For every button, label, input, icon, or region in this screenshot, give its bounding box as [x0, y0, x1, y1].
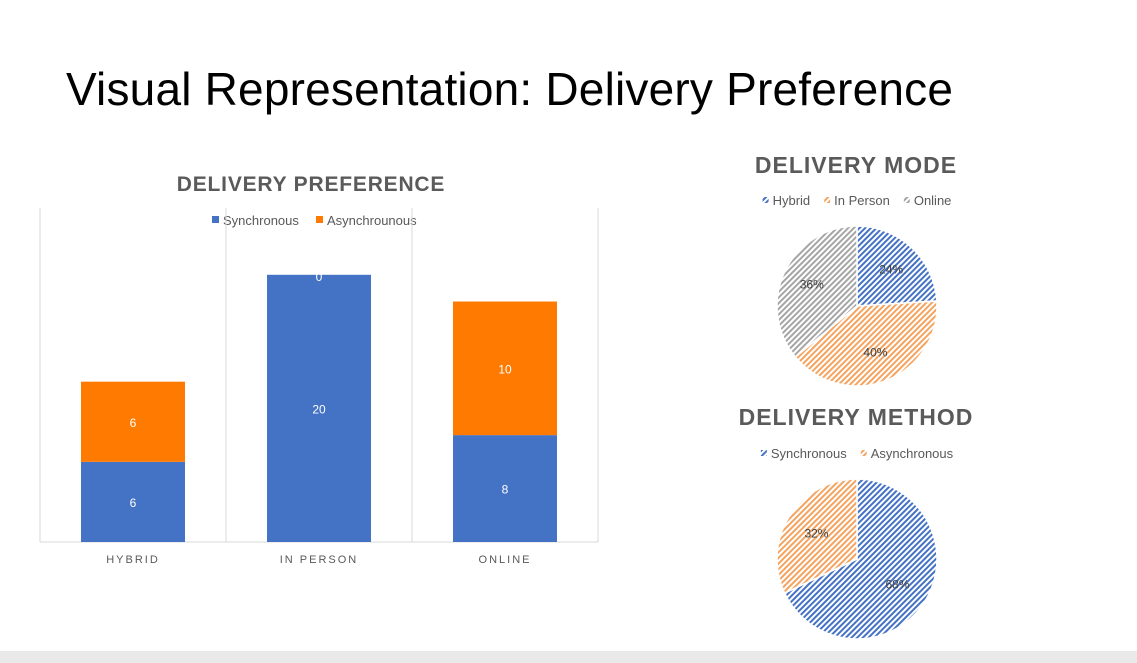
pie-label-online: 36%: [800, 278, 824, 292]
bar-synchronous-in-person: [267, 274, 371, 542]
pie-method-slices: 68% 32%: [776, 478, 938, 640]
x-tick-online: ONLINE: [479, 554, 532, 566]
bar-synchronous-hybrid: [81, 461, 185, 542]
legend-label-asynchronous: Asynchrounous: [327, 213, 417, 228]
bar-label-asynchronous-in-person: 0: [316, 270, 323, 284]
pie-slice-synchronous: [783, 478, 938, 640]
x-tick-in-person: IN PERSON: [280, 554, 359, 566]
pie-label-asynchronous: 32%: [804, 526, 828, 540]
pie-label-hybrid: 24%: [879, 263, 903, 277]
legend-swatch-synchronous: [760, 450, 767, 456]
bar-label-synchronous-in-person: 20: [312, 402, 326, 416]
x-tick-labels: HYBRID IN PERSON ONLINE: [106, 554, 532, 566]
bar-label-synchronous-online: 8: [502, 483, 509, 497]
pie-method-legend: Synchronous Asynchronous: [760, 446, 954, 461]
bar-synchronous-online: [453, 435, 557, 542]
bar-chart-legend: Synchronous Asynchrounous: [212, 213, 417, 228]
legend-swatch-in-person: [824, 197, 831, 203]
bars-layer: 6 6 20 0 8 10: [81, 270, 557, 542]
bar-asynchronous-hybrid: [81, 381, 185, 462]
legend-label-synchronous: Synchronous: [223, 213, 299, 228]
legend-swatch-online: [903, 197, 910, 203]
pie-label-synchronous: 68%: [886, 578, 910, 592]
legend-label-synchronous: Synchronous: [771, 446, 847, 461]
bar-label-asynchronous-hybrid: 6: [130, 416, 137, 430]
pie-mode-slices: 24% 40% 36%: [776, 225, 938, 387]
pie-slice-in-person: [794, 300, 938, 387]
pie-slice-online: [776, 225, 858, 359]
pie-slice-asynchronous: [776, 478, 858, 595]
pie-label-in-person: 40%: [863, 345, 887, 359]
legend-label-online: Online: [914, 193, 952, 208]
pie-chart-delivery-method: DELIVERY METHOD Synchronous Asynchronous …: [739, 404, 974, 640]
pie-mode-title: DELIVERY MODE: [755, 152, 957, 178]
bar-chart-delivery-preference: DELIVERY PREFERENCE Synchronous Asynchro…: [39, 173, 599, 566]
legend-label-in-person: In Person: [834, 193, 890, 208]
bar-label-asynchronous-online: 10: [498, 362, 512, 376]
pie-method-title: DELIVERY METHOD: [739, 404, 974, 430]
legend-label-hybrid: Hybrid: [773, 193, 811, 208]
pie-slice-hybrid: [856, 225, 938, 307]
legend-label-asynchronous: Asynchronous: [871, 446, 954, 461]
bar-chart-title: DELIVERY PREFERENCE: [177, 173, 445, 196]
bottom-bar: [0, 651, 1137, 663]
bar-asynchronous-online: [453, 301, 557, 436]
slide-title: Visual Representation: Delivery Preferen…: [66, 63, 954, 115]
x-tick-hybrid: HYBRID: [106, 554, 160, 566]
legend-swatch-asynchronous: [316, 216, 323, 223]
pie-chart-delivery-mode: DELIVERY MODE Hybrid In Person Online 24% 4…: [755, 152, 957, 387]
legend-swatch-hybrid: [762, 197, 769, 203]
bar-label-synchronous-hybrid: 6: [130, 496, 137, 510]
legend-swatch-synchronous: [212, 216, 219, 223]
pie-mode-legend: Hybrid In Person Online: [762, 193, 952, 208]
legend-swatch-asynchronous: [860, 450, 867, 456]
